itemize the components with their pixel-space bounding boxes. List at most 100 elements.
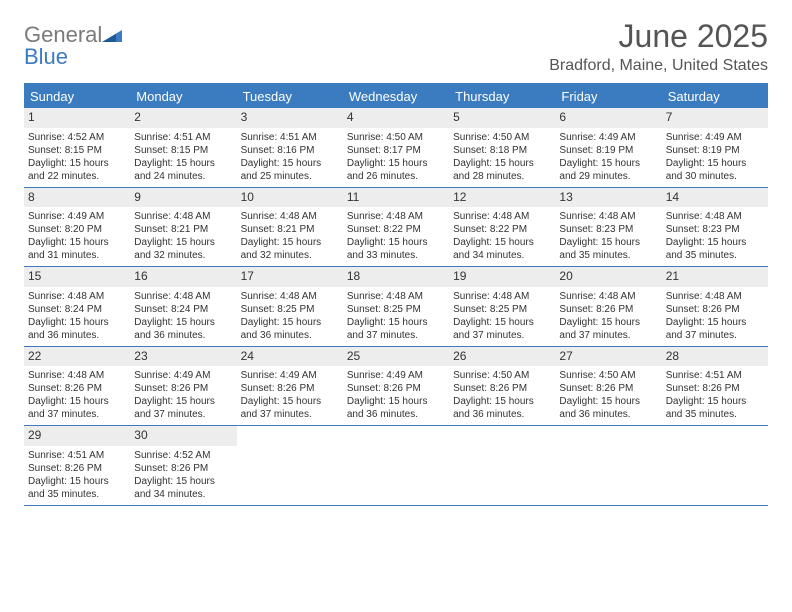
day-cell: 15Sunrise: 4:48 AMSunset: 8:24 PMDayligh… — [24, 267, 130, 346]
sunset-text: Sunset: 8:23 PM — [666, 223, 764, 236]
daylight-text: and 36 minutes. — [241, 329, 339, 342]
daylight-text: and 36 minutes. — [28, 329, 126, 342]
day-cell: 25Sunrise: 4:49 AMSunset: 8:26 PMDayligh… — [343, 347, 449, 426]
sunset-text: Sunset: 8:25 PM — [347, 303, 445, 316]
daylight-text: Daylight: 15 hours — [347, 316, 445, 329]
title-block: June 2025 Bradford, Maine, United States — [549, 18, 768, 75]
sunrise-text: Sunrise: 4:48 AM — [347, 290, 445, 303]
day-number: 24 — [237, 347, 343, 367]
daylight-text: and 37 minutes. — [28, 408, 126, 421]
daylight-text: and 34 minutes. — [134, 488, 232, 501]
day-number: 12 — [449, 188, 555, 208]
daylight-text: and 36 minutes. — [134, 329, 232, 342]
daylight-text: and 33 minutes. — [347, 249, 445, 262]
daylight-text: Daylight: 15 hours — [347, 236, 445, 249]
day-number: 15 — [24, 267, 130, 287]
sunrise-text: Sunrise: 4:48 AM — [453, 210, 551, 223]
daylight-text: Daylight: 15 hours — [134, 475, 232, 488]
day-cell: 13Sunrise: 4:48 AMSunset: 8:23 PMDayligh… — [555, 188, 661, 267]
sunset-text: Sunset: 8:26 PM — [241, 382, 339, 395]
sunrise-text: Sunrise: 4:50 AM — [453, 131, 551, 144]
day-number: 20 — [555, 267, 661, 287]
day-cell: 21Sunrise: 4:48 AMSunset: 8:26 PMDayligh… — [662, 267, 768, 346]
sunrise-text: Sunrise: 4:49 AM — [559, 131, 657, 144]
day-cell: 18Sunrise: 4:48 AMSunset: 8:25 PMDayligh… — [343, 267, 449, 346]
day-number: 27 — [555, 347, 661, 367]
day-cell: 30Sunrise: 4:52 AMSunset: 8:26 PMDayligh… — [130, 426, 236, 505]
day-number: 14 — [662, 188, 768, 208]
daylight-text: and 37 minutes. — [559, 329, 657, 342]
day-cell: 5Sunrise: 4:50 AMSunset: 8:18 PMDaylight… — [449, 108, 555, 187]
sunset-text: Sunset: 8:26 PM — [347, 382, 445, 395]
day-number: 30 — [130, 426, 236, 446]
daylight-text: Daylight: 15 hours — [134, 316, 232, 329]
day-number: 11 — [343, 188, 449, 208]
sunset-text: Sunset: 8:24 PM — [134, 303, 232, 316]
daylight-text: and 37 minutes. — [347, 329, 445, 342]
daylight-text: and 36 minutes. — [453, 408, 551, 421]
daylight-text: Daylight: 15 hours — [559, 157, 657, 170]
sunset-text: Sunset: 8:26 PM — [28, 462, 126, 475]
daylight-text: and 37 minutes. — [666, 329, 764, 342]
sunrise-text: Sunrise: 4:48 AM — [241, 290, 339, 303]
daylight-text: Daylight: 15 hours — [453, 316, 551, 329]
day-number: 10 — [237, 188, 343, 208]
week-row: 1Sunrise: 4:52 AMSunset: 8:15 PMDaylight… — [24, 108, 768, 188]
day-number: 4 — [343, 108, 449, 128]
weekday-header: Thursday — [449, 85, 555, 108]
daylight-text: Daylight: 15 hours — [134, 395, 232, 408]
day-cell: 19Sunrise: 4:48 AMSunset: 8:25 PMDayligh… — [449, 267, 555, 346]
sunrise-text: Sunrise: 4:48 AM — [666, 210, 764, 223]
sunrise-text: Sunrise: 4:48 AM — [134, 290, 232, 303]
weekday-header: Wednesday — [343, 85, 449, 108]
daylight-text: and 31 minutes. — [28, 249, 126, 262]
empty-cell — [449, 426, 555, 505]
day-cell: 29Sunrise: 4:51 AMSunset: 8:26 PMDayligh… — [24, 426, 130, 505]
sunset-text: Sunset: 8:21 PM — [241, 223, 339, 236]
day-number: 13 — [555, 188, 661, 208]
calendar: Sunday Monday Tuesday Wednesday Thursday… — [24, 83, 768, 506]
daylight-text: Daylight: 15 hours — [666, 316, 764, 329]
day-number: 28 — [662, 347, 768, 367]
day-number: 19 — [449, 267, 555, 287]
daylight-text: Daylight: 15 hours — [559, 236, 657, 249]
sunset-text: Sunset: 8:21 PM — [134, 223, 232, 236]
daylight-text: and 37 minutes. — [241, 408, 339, 421]
daylight-text: and 32 minutes. — [134, 249, 232, 262]
sunrise-text: Sunrise: 4:51 AM — [28, 449, 126, 462]
sunrise-text: Sunrise: 4:49 AM — [241, 369, 339, 382]
sunset-text: Sunset: 8:16 PM — [241, 144, 339, 157]
day-cell: 10Sunrise: 4:48 AMSunset: 8:21 PMDayligh… — [237, 188, 343, 267]
day-cell: 24Sunrise: 4:49 AMSunset: 8:26 PMDayligh… — [237, 347, 343, 426]
weekday-header: Monday — [130, 85, 236, 108]
daylight-text: and 35 minutes. — [666, 249, 764, 262]
sunset-text: Sunset: 8:22 PM — [347, 223, 445, 236]
day-number: 16 — [130, 267, 236, 287]
day-cell: 6Sunrise: 4:49 AMSunset: 8:19 PMDaylight… — [555, 108, 661, 187]
sunset-text: Sunset: 8:26 PM — [559, 382, 657, 395]
sunset-text: Sunset: 8:26 PM — [666, 382, 764, 395]
weekday-header: Friday — [555, 85, 661, 108]
daylight-text: Daylight: 15 hours — [28, 236, 126, 249]
day-number: 8 — [24, 188, 130, 208]
sunrise-text: Sunrise: 4:48 AM — [347, 210, 445, 223]
sunrise-text: Sunrise: 4:52 AM — [28, 131, 126, 144]
daylight-text: Daylight: 15 hours — [28, 475, 126, 488]
daylight-text: and 32 minutes. — [241, 249, 339, 262]
week-row: 15Sunrise: 4:48 AMSunset: 8:24 PMDayligh… — [24, 267, 768, 347]
logo: General Blue — [24, 18, 122, 68]
daylight-text: Daylight: 15 hours — [347, 157, 445, 170]
daylight-text: Daylight: 15 hours — [134, 157, 232, 170]
daylight-text: and 36 minutes. — [347, 408, 445, 421]
daylight-text: and 30 minutes. — [666, 170, 764, 183]
daylight-text: Daylight: 15 hours — [241, 316, 339, 329]
weekday-header: Sunday — [24, 85, 130, 108]
day-number: 3 — [237, 108, 343, 128]
daylight-text: and 25 minutes. — [241, 170, 339, 183]
logo-text: General Blue — [24, 24, 122, 68]
sunrise-text: Sunrise: 4:49 AM — [28, 210, 126, 223]
day-number: 9 — [130, 188, 236, 208]
day-cell: 7Sunrise: 4:49 AMSunset: 8:19 PMDaylight… — [662, 108, 768, 187]
day-number: 17 — [237, 267, 343, 287]
sunrise-text: Sunrise: 4:49 AM — [347, 369, 445, 382]
